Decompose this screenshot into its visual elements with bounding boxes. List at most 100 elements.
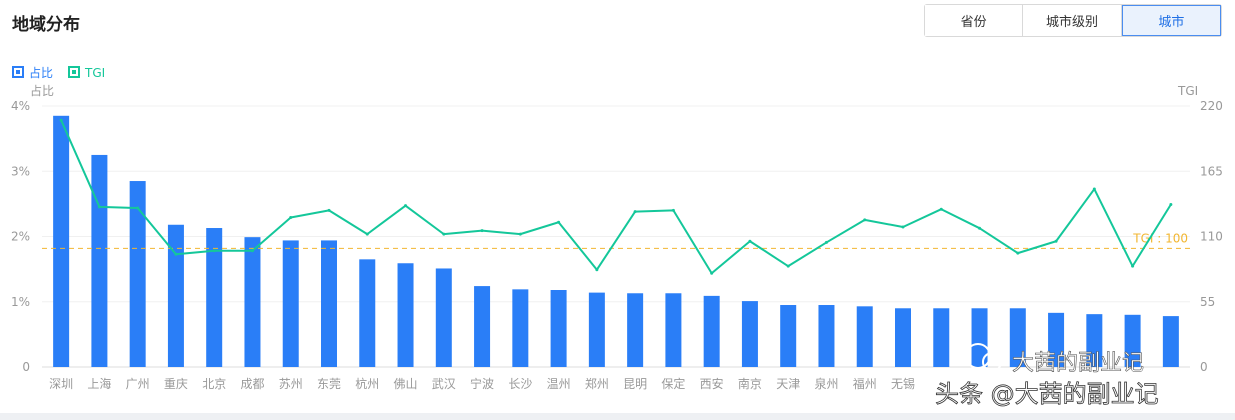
bar: [1009, 308, 1026, 367]
x-tick-label: 泉州: [814, 377, 838, 391]
x-tick-label: 广州: [126, 377, 150, 391]
legend-marker-bar-inner: [16, 70, 20, 74]
bar: [1086, 314, 1103, 367]
bottom-divider: [0, 413, 1235, 420]
x-tick-label: 武汉: [432, 377, 456, 391]
x-tick-label: 杭州: [355, 376, 379, 391]
y-left-tick-label: 0: [22, 360, 30, 374]
tgi-point: [480, 229, 484, 233]
x-tick-label: 长沙: [508, 377, 532, 391]
bar: [971, 308, 988, 367]
bar: [129, 181, 146, 367]
tgi-point: [1054, 239, 1058, 243]
x-tick-label: 北京: [202, 377, 226, 391]
bar: [856, 306, 873, 367]
wechat-icon-bubble: [982, 352, 1002, 372]
bar: [321, 240, 337, 367]
y-right-tick-label: 55: [1200, 295, 1215, 309]
x-tick-label: 南京: [738, 376, 762, 391]
x-tick-label: 保定: [661, 376, 685, 391]
bar: [474, 286, 491, 367]
bar: [206, 228, 223, 367]
x-tick-label: 东莞: [317, 377, 341, 391]
bar: [167, 224, 184, 367]
x-tick-label: 佛山: [394, 377, 418, 391]
x-tick-label: 郑州: [585, 376, 609, 391]
tgi-point: [1131, 264, 1135, 268]
y-right-tick-label: 0: [1200, 360, 1208, 374]
y-left-tick-label: 1%: [11, 295, 30, 309]
page-title: 地域分布: [12, 15, 80, 35]
reference-line-label: TGI : 100: [1132, 231, 1188, 245]
tgi-point: [404, 204, 408, 208]
bar: [665, 293, 682, 367]
bar: [397, 263, 414, 367]
bar: [895, 308, 911, 367]
y-right-tick-label: 165: [1200, 164, 1223, 178]
wechat-icon: [965, 343, 991, 369]
tgi-point: [978, 226, 982, 230]
x-tick-label: 苏州: [279, 377, 303, 391]
y-left-tick-label: 2%: [11, 230, 30, 244]
tgi-point: [59, 118, 63, 122]
tgi-point: [289, 216, 293, 220]
x-tick-label: 无锡: [891, 376, 915, 391]
tgi-point: [250, 249, 254, 253]
tgi-point: [1016, 251, 1020, 255]
bar: [435, 268, 452, 367]
x-tick-label: 宁波: [470, 376, 494, 391]
tgi-point: [710, 271, 714, 275]
tab-city-level[interactable]: 城市级别: [1023, 5, 1122, 36]
tgi-point: [633, 210, 637, 214]
tab-city[interactable]: 城市: [1121, 5, 1221, 36]
tgi-point: [901, 225, 905, 229]
watermark-line2: 头条 @大茜的副业记: [935, 380, 1159, 408]
y-left-axis-label: 占比: [30, 83, 54, 98]
tgi-point: [595, 268, 599, 272]
legend-marker-line-inner: [72, 70, 76, 74]
x-tick-label: 成都: [240, 377, 264, 391]
x-tick-label: 上海: [87, 376, 111, 391]
tgi-point: [863, 218, 867, 222]
bar: [703, 295, 720, 367]
y-left-tick-label: 4%: [11, 99, 30, 113]
region-tabs: 省份 城市级别 城市: [924, 4, 1222, 37]
bar: [550, 290, 567, 367]
x-tick-label: 天津: [776, 377, 800, 391]
x-tick-label: 温州: [547, 377, 571, 391]
x-tick-label: 福州: [853, 376, 877, 391]
bar: [933, 308, 950, 367]
tgi-point: [442, 232, 446, 236]
tgi-point: [97, 205, 101, 209]
bar: [1048, 312, 1065, 367]
tab-province[interactable]: 省份: [925, 5, 1024, 36]
bar: [91, 154, 108, 367]
tgi-series-line: [60, 119, 1172, 275]
x-tick-label: 重庆: [164, 377, 188, 391]
x-tick-label: 深圳: [49, 377, 73, 391]
tgi-point: [824, 240, 828, 244]
y-right-tick-label: 110: [1200, 230, 1223, 244]
legend-label-bar: 占比: [29, 65, 53, 80]
tgi-point: [786, 264, 790, 268]
bar: [1124, 314, 1141, 367]
tgi-point: [939, 207, 943, 211]
bar: [780, 305, 797, 367]
x-tick-label: 西安: [700, 376, 724, 391]
tgi-point: [212, 249, 216, 253]
bar: [818, 305, 835, 367]
bar: [359, 259, 376, 367]
bar: [741, 301, 758, 367]
y-right-tick-label: 220: [1200, 99, 1223, 113]
tgi-point: [327, 208, 331, 212]
bar: [53, 115, 70, 367]
legend-label-line: TGI: [84, 66, 105, 80]
tgi-point: [365, 232, 369, 236]
tgi-point: [518, 232, 522, 236]
tgi-point: [557, 220, 561, 224]
bar: [244, 237, 261, 367]
tgi-point: [1169, 202, 1173, 206]
x-tick-label: 昆明: [623, 377, 647, 391]
